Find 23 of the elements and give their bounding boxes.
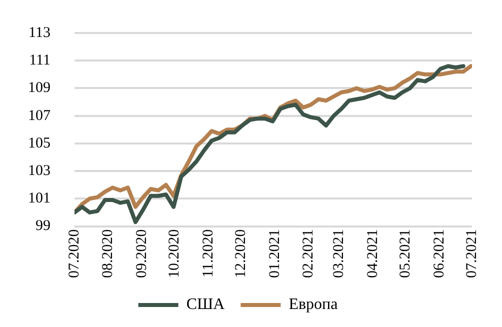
x-tick-label: 08.2020 bbox=[100, 229, 116, 278]
x-tick-label: 07.2021 bbox=[464, 229, 480, 278]
y-tick-label: 99 bbox=[36, 218, 50, 234]
x-tick-label: 10.2020 bbox=[166, 229, 183, 278]
x-tick-label: 12.2020 bbox=[233, 229, 250, 278]
y-tick-label: 103 bbox=[28, 162, 50, 179]
legend-label: США bbox=[186, 296, 226, 314]
legend-label: Европа bbox=[288, 296, 338, 314]
y-tick-label: 101 bbox=[28, 190, 50, 207]
x-tick-label: 03.2021 bbox=[331, 229, 348, 278]
x-tick-label: 05.2021 bbox=[398, 229, 414, 278]
y-tick-label: 109 bbox=[28, 80, 50, 96]
x-tick-label: 06.2021 bbox=[431, 229, 448, 278]
x-tick-label: 01.2021 bbox=[266, 229, 283, 278]
x-tick-label: 02.2021 bbox=[300, 229, 317, 278]
x-tick-label: 11.2020 bbox=[200, 229, 216, 278]
x-tick-label: 04.2021 bbox=[364, 229, 381, 278]
y-tick-label: 105 bbox=[28, 135, 50, 152]
x-tick-label: 09.2020 bbox=[134, 229, 150, 278]
y-tick-label: 111 bbox=[29, 52, 50, 69]
y-tick-label: 107 bbox=[28, 108, 51, 124]
x-tick-label: 07.2020 bbox=[66, 229, 82, 278]
y-tick-label: 113 bbox=[28, 24, 50, 41]
